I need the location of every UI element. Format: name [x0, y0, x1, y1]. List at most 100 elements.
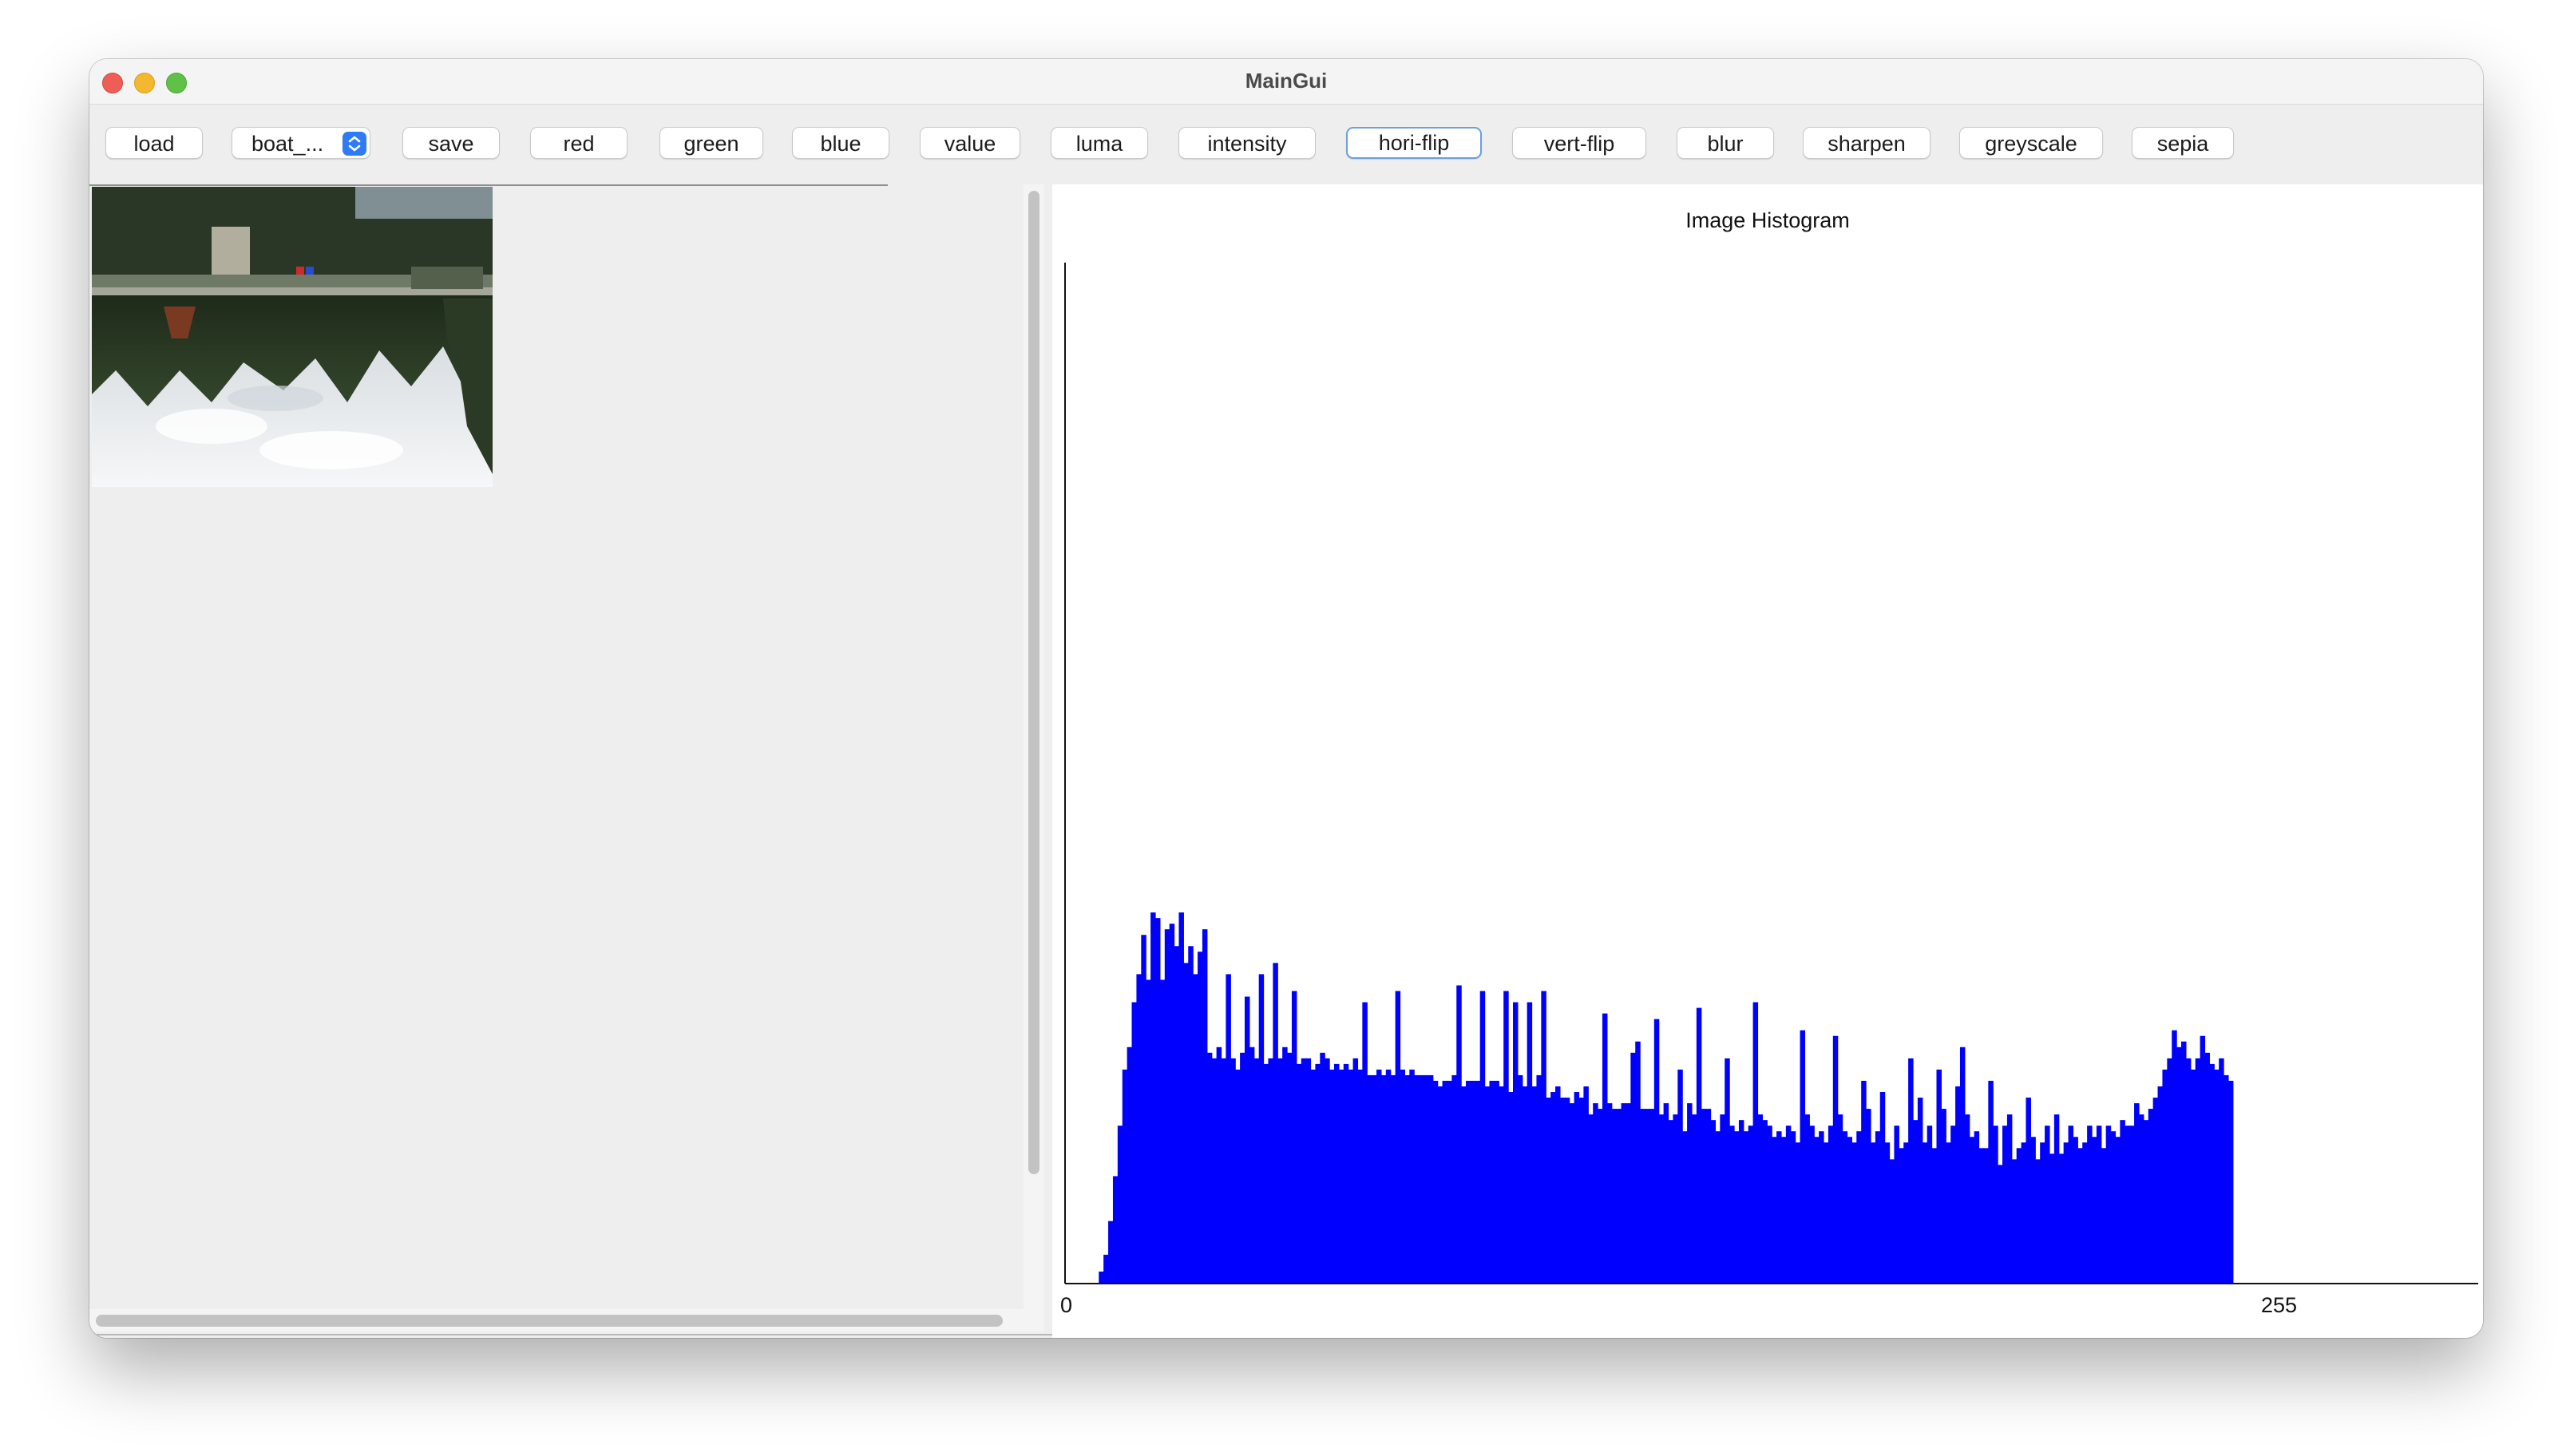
histogram-bar	[1484, 1086, 1491, 1283]
histogram-bar	[2138, 1114, 2144, 1283]
main-window: MainGui load boat_... save red green blu…	[89, 59, 2483, 1338]
image-select[interactable]: boat_...	[232, 127, 370, 159]
green-button[interactable]: green	[659, 127, 763, 159]
histogram-bar	[1117, 1126, 1123, 1283]
histogram-bar	[1606, 1103, 1613, 1283]
histogram-bar	[1442, 1080, 1448, 1283]
histogram-bar	[1668, 1120, 1673, 1283]
histogram-bar	[1343, 1063, 1349, 1283]
intensity-button[interactable]: intensity	[1178, 127, 1316, 159]
sharpen-button[interactable]: sharpen	[1803, 127, 1930, 159]
maximize-window-button[interactable]	[166, 73, 187, 93]
histogram-bar	[2176, 1046, 2182, 1283]
histogram-bar	[2087, 1126, 2093, 1283]
histogram-bar	[1244, 996, 1250, 1283]
histogram-bar	[1325, 1058, 1330, 1283]
histogram-bar	[1385, 1069, 1392, 1283]
histogram-bar	[2058, 1153, 2065, 1283]
histogram-bar	[1917, 1098, 1923, 1283]
histogram-bar	[1673, 1114, 1678, 1283]
histogram-bar	[1178, 912, 1184, 1283]
histogram-bar	[1875, 1131, 1881, 1283]
histogram-bar	[1301, 1058, 1307, 1283]
value-button[interactable]: value	[920, 127, 1020, 159]
save-button[interactable]: save	[402, 127, 500, 159]
hori-flip-button[interactable]: hori-flip	[1346, 127, 1482, 159]
histogram-bar	[1653, 1019, 1660, 1283]
histogram-bar	[1946, 1142, 1951, 1284]
blur-button[interactable]: blur	[1677, 127, 1774, 159]
histogram-bar	[2077, 1148, 2083, 1283]
histogram-bar	[2016, 1148, 2022, 1283]
histogram-bar	[1649, 1109, 1655, 1283]
histogram-bar	[1099, 1271, 1104, 1283]
histogram-bar	[1870, 1142, 1876, 1284]
histogram-bar	[1230, 1058, 1236, 1283]
vertical-scrollbar[interactable]	[1024, 184, 1044, 1318]
histogram-bar	[1315, 1063, 1321, 1283]
histogram-bar	[1978, 1148, 1985, 1283]
histogram-bar	[1564, 1098, 1570, 1283]
histogram-bar	[1296, 1063, 1302, 1283]
histogram-bar	[1305, 1058, 1312, 1283]
histogram-bar	[2035, 1159, 2041, 1283]
histogram-bar	[1720, 1114, 1725, 1283]
histogram-bar	[1828, 1126, 1834, 1283]
histogram-bar	[1682, 1131, 1688, 1283]
histogram-bar	[2110, 1131, 2117, 1283]
sepia-button[interactable]: sepia	[2132, 127, 2234, 159]
histogram-bar	[1536, 1074, 1542, 1283]
close-window-button[interactable]	[102, 73, 123, 93]
load-button[interactable]: load	[105, 127, 203, 159]
histogram-bar	[1127, 1046, 1133, 1283]
horizontal-scrollbar-thumb[interactable]	[96, 1315, 1003, 1327]
red-button[interactable]: red	[530, 127, 628, 159]
histogram-bar	[1555, 1086, 1561, 1283]
histogram-bar	[1988, 1080, 1994, 1283]
histogram-bar	[1941, 1109, 1946, 1283]
histogram-bar	[1367, 1074, 1372, 1283]
histogram-bar	[1785, 1126, 1792, 1283]
histogram-bar	[1824, 1142, 1829, 1284]
histogram-bar	[2096, 1126, 2102, 1283]
histogram-bar	[1508, 1092, 1514, 1283]
histogram-bar	[2148, 1109, 2154, 1283]
histogram-bar	[1103, 1254, 1109, 1284]
histogram-bar	[1268, 1058, 1273, 1283]
histogram-bar	[2195, 1058, 2201, 1283]
histogram-bar	[1291, 991, 1297, 1283]
title-bar: MainGui	[89, 59, 2483, 105]
histogram-bar	[1851, 1142, 1857, 1284]
vertical-scrollbar-thumb[interactable]	[1028, 191, 1040, 1174]
histogram-bar	[1922, 1142, 1928, 1284]
histogram-bar	[1691, 1114, 1697, 1283]
minimize-window-button[interactable]	[134, 73, 155, 93]
histogram-bar	[2200, 1035, 2206, 1283]
histogram-bar	[1414, 1074, 1420, 1283]
luma-button[interactable]: luma	[1051, 127, 1148, 159]
histogram-bar	[1136, 974, 1142, 1283]
histogram-bar	[1376, 1069, 1382, 1283]
horizontal-scrollbar[interactable]	[89, 1309, 1044, 1331]
histogram-bars	[1099, 912, 2234, 1284]
greyscale-button[interactable]: greyscale	[1959, 127, 2103, 159]
histogram-bar	[1249, 1046, 1255, 1283]
histogram-bar	[1258, 974, 1265, 1283]
histogram-bar	[1155, 918, 1161, 1284]
histogram-bar	[1752, 1002, 1759, 1283]
histogram-bar	[1206, 1052, 1213, 1283]
window-title: MainGui	[1245, 69, 1328, 93]
x-tick-label-max: 255	[2261, 1293, 2297, 1317]
histogram-bar	[2125, 1126, 2130, 1283]
histogram-bar	[2181, 1041, 2187, 1283]
histogram-bar	[1663, 1103, 1669, 1283]
x-tick-label-min: 0	[1060, 1293, 1072, 1317]
histogram-bar	[1423, 1074, 1429, 1283]
histogram-bar	[1645, 1109, 1650, 1283]
histogram-bar	[2129, 1126, 2135, 1283]
vert-flip-button[interactable]: vert-flip	[1512, 127, 1646, 159]
image-preview	[92, 187, 493, 487]
blue-button[interactable]: blue	[792, 127, 889, 159]
histogram-bar	[2115, 1137, 2121, 1283]
histogram-bar	[1757, 1114, 1763, 1283]
